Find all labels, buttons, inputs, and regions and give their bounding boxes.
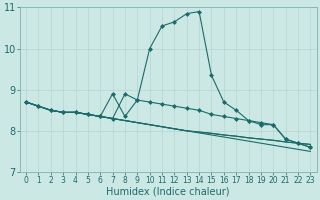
X-axis label: Humidex (Indice chaleur): Humidex (Indice chaleur) — [107, 187, 230, 197]
